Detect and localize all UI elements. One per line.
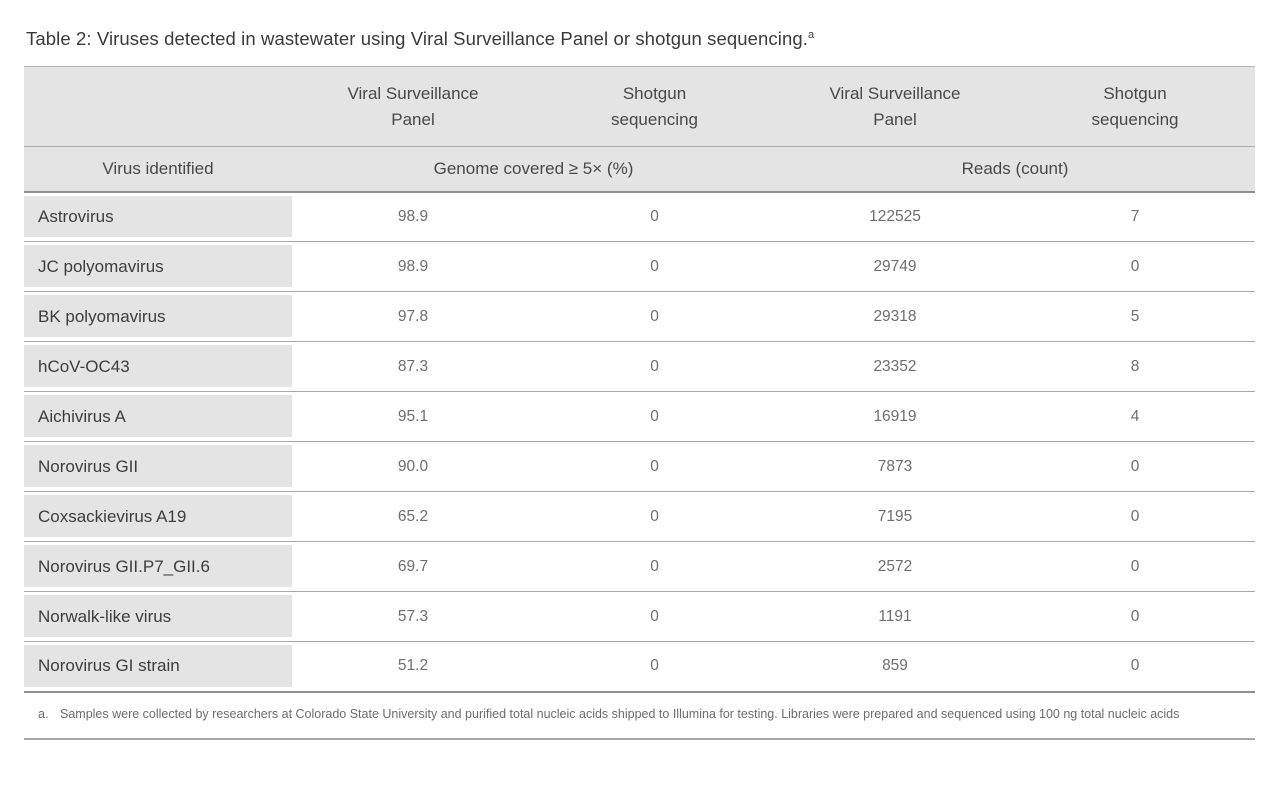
reads-vsp-cell: 2572 (775, 541, 1015, 592)
col-header-shotgun-genome: Shotgun sequencing (534, 66, 775, 147)
genome-vsp-cell: 57.3 (292, 591, 534, 642)
table-row: Norovirus GII 90.0 0 7873 0 (24, 441, 1255, 492)
genome-vsp-cell: 51.2 (292, 641, 534, 693)
genome-vsp-cell: 97.8 (292, 291, 534, 342)
virus-name-cell: Norwalk-like virus (24, 591, 292, 642)
reads-vsp-cell: 7873 (775, 441, 1015, 492)
method-header-row: Viral Surveillance Panel Shotgun sequenc… (24, 66, 1255, 147)
header-line: Panel (873, 109, 917, 129)
table-row: hCoV-OC43 87.3 0 23352 8 (24, 341, 1255, 392)
reads-shotgun-cell: 0 (1015, 591, 1255, 642)
footnote-text: Samples were collected by researchers at… (60, 706, 1180, 721)
reads-vsp-cell: 16919 (775, 391, 1015, 442)
header-line: Viral Surveillance (347, 83, 479, 103)
genome-shotgun-cell: 0 (534, 291, 775, 342)
reads-vsp-cell: 23352 (775, 341, 1015, 392)
reads-shotgun-cell: 0 (1015, 241, 1255, 292)
genome-vsp-cell: 98.9 (292, 191, 534, 242)
genome-shotgun-cell: 0 (534, 591, 775, 642)
table-footnote: a. Samples were collected by researchers… (24, 693, 1255, 740)
reads-shotgun-cell: 5 (1015, 291, 1255, 342)
genome-vsp-cell: 98.9 (292, 241, 534, 292)
header-line: sequencing (611, 109, 698, 129)
genome-shotgun-cell: 0 (534, 241, 775, 292)
virus-name-cell: hCoV-OC43 (24, 341, 292, 392)
reads-vsp-cell: 122525 (775, 191, 1015, 242)
col-header-shotgun-reads: Shotgun sequencing (1015, 66, 1255, 147)
genome-vsp-cell: 95.1 (292, 391, 534, 442)
reads-vsp-cell: 859 (775, 641, 1015, 693)
genome-shotgun-cell: 0 (534, 541, 775, 592)
genome-vsp-cell: 65.2 (292, 491, 534, 542)
reads-vsp-cell: 29318 (775, 291, 1015, 342)
footnote-marker: a. (38, 706, 49, 721)
col-header-vsp-genome: Viral Surveillance Panel (292, 66, 534, 147)
virus-name-cell: Aichivirus A (24, 391, 292, 442)
header-line: Shotgun (622, 83, 687, 103)
reads-shotgun-cell: 8 (1015, 341, 1255, 392)
reads-shotgun-cell: 4 (1015, 391, 1255, 442)
col-header-vsp-reads: Viral Surveillance Panel (775, 66, 1015, 147)
header-line: Viral Surveillance (829, 83, 961, 103)
reads-vsp-cell: 1191 (775, 591, 1015, 642)
reads-shotgun-cell: 7 (1015, 191, 1255, 242)
empty-header-cell (24, 66, 292, 147)
genome-shotgun-cell: 0 (534, 341, 775, 392)
header-line: sequencing (1091, 109, 1179, 129)
genome-shotgun-cell: 0 (534, 641, 775, 693)
virus-name-cell: Norovirus GII.P7_GII.6 (24, 541, 292, 592)
page-title: Table 2: Viruses detected in wastewater … (26, 28, 1255, 50)
virus-identified-header: Virus identified (24, 146, 292, 193)
header-line: Shotgun (1103, 83, 1167, 103)
virus-name-cell: Astrovirus (24, 191, 292, 242)
table-body: Astrovirus 98.9 0 122525 7 JC polyomavir… (24, 191, 1255, 693)
virus-name-cell: Coxsackievirus A19 (24, 491, 292, 542)
table-row: Astrovirus 98.9 0 122525 7 (24, 191, 1255, 242)
reads-shotgun-cell: 0 (1015, 541, 1255, 592)
virus-detection-table: Viral Surveillance Panel Shotgun sequenc… (24, 66, 1255, 693)
reads-count-header: Reads (count) (775, 146, 1255, 193)
table-row: BK polyomavirus 97.8 0 29318 5 (24, 291, 1255, 342)
virus-name-cell: JC polyomavirus (24, 241, 292, 292)
table-row: Norovirus GI strain 51.2 0 859 0 (24, 641, 1255, 693)
genome-shotgun-cell: 0 (534, 191, 775, 242)
genome-vsp-cell: 87.3 (292, 341, 534, 392)
genome-vsp-cell: 69.7 (292, 541, 534, 592)
table-row: JC polyomavirus 98.9 0 29749 0 (24, 241, 1255, 292)
reads-shotgun-cell: 0 (1015, 441, 1255, 492)
genome-shotgun-cell: 0 (534, 441, 775, 492)
genome-vsp-cell: 90.0 (292, 441, 534, 492)
measure-header-row: Virus identified Genome covered ≥ 5× (%)… (24, 146, 1255, 193)
genome-covered-header: Genome covered ≥ 5× (%) (292, 146, 775, 193)
reads-shotgun-cell: 0 (1015, 491, 1255, 542)
header-line: Panel (391, 109, 435, 129)
virus-name-cell: Norovirus GII (24, 441, 292, 492)
reads-vsp-cell: 29749 (775, 241, 1015, 292)
table-row: Norovirus GII.P7_GII.6 69.7 0 2572 0 (24, 541, 1255, 592)
title-footnote-superscript: a (807, 28, 815, 41)
genome-shotgun-cell: 0 (534, 491, 775, 542)
table-row: Coxsackievirus A19 65.2 0 7195 0 (24, 491, 1255, 542)
table-row: Norwalk-like virus 57.3 0 1191 0 (24, 591, 1255, 642)
table-row: Aichivirus A 95.1 0 16919 4 (24, 391, 1255, 442)
page-title-text: Table 2: Viruses detected in wastewater … (26, 28, 808, 49)
virus-name-cell: BK polyomavirus (24, 291, 292, 342)
genome-shotgun-cell: 0 (534, 391, 775, 442)
reads-shotgun-cell: 0 (1015, 641, 1255, 693)
reads-vsp-cell: 7195 (775, 491, 1015, 542)
table-header: Viral Surveillance Panel Shotgun sequenc… (24, 66, 1255, 193)
virus-name-cell: Norovirus GI strain (24, 641, 292, 693)
